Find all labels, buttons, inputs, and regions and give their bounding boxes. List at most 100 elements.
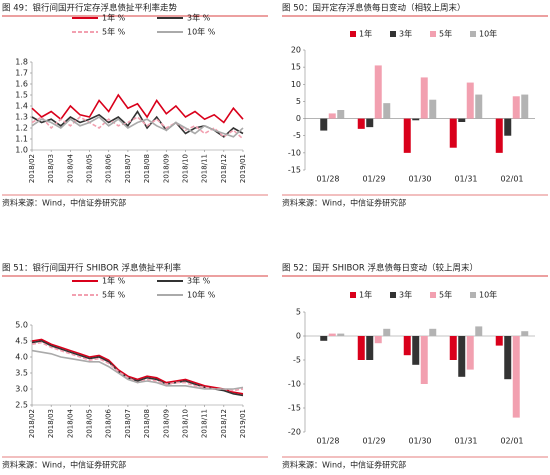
x-tick-label: 2018/12 xyxy=(220,409,228,438)
source: 资料来源：Wind，中信证券研究部 xyxy=(2,460,126,470)
x-tick-label: 01/28 xyxy=(316,175,339,184)
x-tick-label: 2018/08 xyxy=(143,154,151,183)
x-tick-label: 2018/06 xyxy=(105,153,113,183)
bar xyxy=(403,336,411,356)
x-tick-label: 2018/02 xyxy=(28,409,36,438)
bar xyxy=(512,336,520,418)
x-tick-label: 01/31 xyxy=(454,175,477,184)
bar xyxy=(328,333,336,336)
bar xyxy=(512,96,520,119)
legend-label: 1年 xyxy=(359,29,372,39)
legend-label: 10年 xyxy=(479,29,497,39)
legend-label: 3年 % xyxy=(187,276,211,286)
x-tick-label: 2018/09 xyxy=(162,154,170,183)
bar xyxy=(521,331,529,336)
y-tick-label: 10 xyxy=(291,80,301,89)
legend-swatch xyxy=(470,292,476,298)
bar xyxy=(449,336,457,360)
x-tick-label: 01/28 xyxy=(316,437,339,446)
y-tick-label: 1.7 xyxy=(15,69,28,78)
bar xyxy=(337,333,345,336)
bar xyxy=(504,336,512,380)
source: 资料来源：Wind，中信证券研究部 xyxy=(282,460,406,470)
legend-label: 1年 xyxy=(359,290,372,300)
y-tick-label: -10 xyxy=(288,380,301,389)
legend-label: 3年 xyxy=(399,290,412,300)
legend-label: 5年 xyxy=(439,29,452,39)
legend-label: 10年 xyxy=(479,290,497,300)
legend-label: 1年 % xyxy=(102,13,126,23)
x-tick-label: 2018/07 xyxy=(124,409,132,438)
x-tick-label: 02/01 xyxy=(500,437,523,446)
x-tick-label: 2018/08 xyxy=(143,409,151,438)
legend-swatch xyxy=(350,292,356,298)
legend-swatch xyxy=(390,292,396,298)
y-tick-label: -5 xyxy=(293,131,301,140)
bar xyxy=(466,336,474,370)
bar xyxy=(374,336,382,344)
y-tick-label: 15 xyxy=(291,63,301,72)
x-tick-label: 2019/01 xyxy=(239,154,247,183)
bar xyxy=(374,65,382,119)
y-tick-label: 1.4 xyxy=(15,102,28,111)
bar xyxy=(420,77,428,119)
bar xyxy=(466,82,474,119)
legend-label: 3年 xyxy=(399,29,412,39)
x-tick-label: 01/29 xyxy=(362,175,385,184)
y-tick-label: -5 xyxy=(293,356,301,365)
y-tick-label: 0 xyxy=(296,114,301,123)
bar xyxy=(420,336,428,384)
bar xyxy=(449,118,457,148)
legend-swatch xyxy=(430,292,436,298)
x-tick-label: 2018/02 xyxy=(28,154,36,183)
series-line xyxy=(31,115,244,140)
y-tick-label: 1.3 xyxy=(15,113,28,122)
bar xyxy=(495,336,503,346)
bar xyxy=(357,118,365,129)
y-tick-label: 4.5 xyxy=(15,337,28,346)
series-line xyxy=(31,93,244,124)
x-tick-label: 2018/10 xyxy=(181,409,189,438)
series-line xyxy=(31,338,244,395)
bar xyxy=(383,328,391,336)
y-tick-label: 1.2 xyxy=(15,124,28,133)
source: 资料来源：Wind，中信证券研究部 xyxy=(282,198,406,208)
y-tick-label: 0 xyxy=(296,332,301,341)
legend-label: 1年 % xyxy=(102,276,126,286)
bar xyxy=(475,94,483,119)
bar xyxy=(320,336,328,341)
bar xyxy=(495,118,503,153)
bar xyxy=(383,103,391,119)
y-tick-label: 3.5 xyxy=(15,369,28,378)
bar xyxy=(429,328,437,336)
bar xyxy=(320,118,328,131)
legend-swatch xyxy=(350,31,356,37)
bar xyxy=(429,99,437,119)
legend-label: 5年 xyxy=(439,290,452,300)
legend-label: 5年 % xyxy=(102,290,126,300)
legend-label: 5年 % xyxy=(102,27,126,37)
y-tick-label: 1.6 xyxy=(15,80,28,89)
chart-title: 图 52：国开 SHIBOR 浮息债每日变动（较上周末） xyxy=(282,263,478,274)
y-tick-label: 1.8 xyxy=(15,58,28,67)
x-tick-label: 2019/01 xyxy=(239,409,247,438)
bar xyxy=(366,118,374,128)
y-tick-label: 3.0 xyxy=(15,385,28,394)
x-tick-label: 2018/03 xyxy=(47,154,55,183)
y-tick-label: 5 xyxy=(296,97,301,106)
x-tick-label: 2018/11 xyxy=(201,409,209,438)
x-tick-label: 02/01 xyxy=(500,175,523,184)
legend-swatch xyxy=(390,31,396,37)
x-tick-label: 2018/09 xyxy=(162,409,170,438)
legend-swatch xyxy=(470,31,476,37)
y-tick-label: -15 xyxy=(288,404,301,413)
bar xyxy=(412,336,420,365)
x-tick-label: 01/30 xyxy=(408,437,431,446)
legend-label: 10年 % xyxy=(187,27,216,37)
bar xyxy=(458,336,466,377)
x-tick-label: 01/31 xyxy=(454,437,477,446)
x-tick-label: 2018/10 xyxy=(181,154,189,183)
source: 资料来源：Wind，中信证券研究部 xyxy=(2,198,126,208)
legend-label: 10年 % xyxy=(187,290,216,300)
y-tick-label: -20 xyxy=(288,428,301,437)
